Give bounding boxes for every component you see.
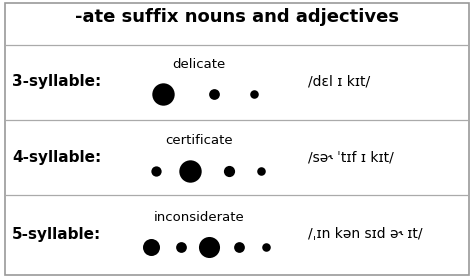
Text: 3-syllable:: 3-syllable:: [12, 74, 101, 89]
Text: 5-syllable:: 5-syllable:: [12, 227, 101, 242]
Point: [225, 168, 233, 173]
Text: inconsiderate: inconsiderate: [154, 211, 245, 224]
Text: 4-syllable:: 4-syllable:: [12, 150, 101, 165]
Text: -ate suffix nouns and adjectives: -ate suffix nouns and adjectives: [75, 8, 399, 26]
Point: [205, 245, 213, 249]
Text: certificate: certificate: [165, 135, 233, 147]
Point: [147, 245, 155, 249]
Point: [152, 168, 159, 173]
Text: delicate: delicate: [173, 58, 226, 71]
Point: [210, 92, 218, 96]
Text: /ˌɪn kən sɪd ə˞ ɪt/: /ˌɪn kən sɪd ə˞ ɪt/: [308, 227, 423, 241]
Point: [263, 245, 270, 249]
Point: [178, 245, 185, 249]
Text: /dɛl ɪ kɪt/: /dɛl ɪ kɪt/: [308, 74, 370, 88]
Point: [159, 92, 167, 96]
Text: /sə˞ ˈtɪf ɪ kɪt/: /sə˞ ˈtɪf ɪ kɪt/: [308, 151, 394, 165]
Point: [250, 92, 258, 96]
Point: [186, 168, 194, 173]
Point: [258, 168, 265, 173]
Point: [235, 245, 242, 249]
